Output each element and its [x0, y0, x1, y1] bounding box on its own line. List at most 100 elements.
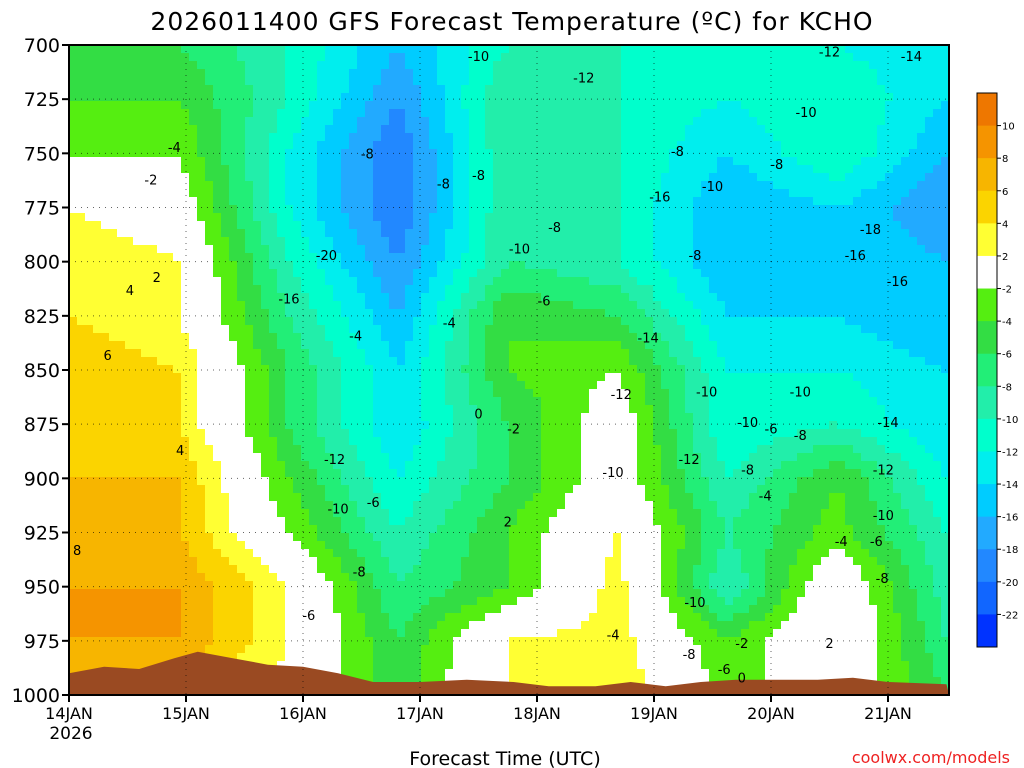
- temperature-cell: [421, 541, 430, 550]
- temperature-cell: [405, 181, 414, 190]
- temperature-cell: [205, 533, 214, 542]
- temperature-cell: [285, 317, 294, 326]
- temperature-cell: [189, 53, 198, 62]
- temperature-cell: [349, 109, 358, 118]
- temperature-cell: [477, 189, 486, 198]
- temperature-cell: [333, 573, 342, 582]
- temperature-cell: [109, 253, 118, 262]
- temperature-cell: [493, 173, 502, 182]
- temperature-cell: [165, 597, 174, 606]
- temperature-cell: [389, 461, 398, 470]
- temperature-cell: [293, 613, 302, 622]
- temperature-cell: [213, 293, 222, 302]
- temperature-cell: [117, 589, 126, 598]
- temperature-cell: [317, 165, 326, 174]
- temperature-cell: [541, 85, 550, 94]
- temperature-cell: [221, 341, 230, 350]
- temperature-cell: [501, 77, 510, 86]
- temperature-cell: [293, 285, 302, 294]
- temperature-cell: [549, 85, 558, 94]
- temperature-cell: [317, 197, 326, 206]
- temperature-cell: [93, 165, 102, 174]
- temperature-cell: [461, 325, 470, 334]
- temperature-cell: [437, 213, 446, 222]
- temperature-cell: [405, 341, 414, 350]
- temperature-cell: [309, 541, 318, 550]
- temperature-cell: [333, 149, 342, 158]
- temperature-cell: [93, 637, 102, 646]
- temperature-cell: [149, 597, 158, 606]
- temperature-cell: [189, 197, 198, 206]
- temperature-cell: [101, 469, 110, 478]
- temperature-cell: [549, 485, 558, 494]
- temperature-cell: [229, 333, 238, 342]
- temperature-cell: [333, 493, 342, 502]
- temperature-cell: [533, 45, 542, 54]
- temperature-cell: [85, 477, 94, 486]
- temperature-cell: [397, 629, 406, 638]
- temperature-cell: [525, 373, 534, 382]
- temperature-cell: [85, 229, 94, 238]
- temperature-cell: [101, 317, 110, 326]
- temperature-cell: [365, 205, 374, 214]
- temperature-cell: [453, 621, 462, 630]
- temperature-cell: [229, 645, 238, 654]
- temperature-cell: [389, 101, 398, 110]
- temperature-cell: [357, 285, 366, 294]
- temperature-cell: [493, 533, 502, 542]
- temperature-cell: [69, 197, 78, 206]
- temperature-cell: [109, 397, 118, 406]
- temperature-cell: [341, 221, 350, 230]
- temperature-cell: [93, 269, 102, 278]
- temperature-cell: [421, 197, 430, 206]
- temperature-cell: [149, 437, 158, 446]
- temperature-cell: [461, 373, 470, 382]
- temperature-cell: [541, 45, 550, 54]
- temperature-cell: [541, 413, 550, 422]
- temperature-cell: [381, 197, 390, 206]
- temperature-cell: [301, 309, 310, 318]
- temperature-cell: [485, 93, 494, 102]
- temperature-cell: [157, 509, 166, 518]
- temperature-cell: [493, 365, 502, 374]
- temperature-cell: [357, 653, 366, 662]
- temperature-cell: [149, 565, 158, 574]
- temperature-cell: [541, 77, 550, 86]
- temperature-cell: [533, 661, 542, 670]
- temperature-cell: [429, 421, 438, 430]
- temperature-cell: [397, 597, 406, 606]
- temperature-cell: [325, 325, 334, 334]
- temperature-cell: [93, 149, 102, 158]
- temperature-cell: [253, 181, 262, 190]
- temperature-cell: [261, 301, 270, 310]
- temperature-cell: [277, 109, 286, 118]
- temperature-cell: [141, 637, 150, 646]
- temperature-cell: [309, 373, 318, 382]
- temperature-cell: [405, 605, 414, 614]
- temperature-cell: [341, 245, 350, 254]
- temperature-cell: [325, 221, 334, 230]
- temperature-cell: [397, 365, 406, 374]
- temperature-cell: [501, 117, 510, 126]
- temperature-cell: [405, 669, 414, 678]
- temperature-cell: [549, 469, 558, 478]
- temperature-cell: [397, 637, 406, 646]
- temperature-cell: [141, 189, 150, 198]
- temperature-cell: [389, 181, 398, 190]
- temperature-cell: [381, 501, 390, 510]
- temperature-cell: [189, 477, 198, 486]
- temperature-cell: [477, 621, 486, 630]
- temperature-cell: [69, 253, 78, 262]
- temperature-cell: [333, 77, 342, 86]
- temperature-cell: [117, 389, 126, 398]
- temperature-cell: [389, 221, 398, 230]
- temperature-cell: [525, 77, 534, 86]
- temperature-cell: [237, 317, 246, 326]
- temperature-cell: [445, 517, 454, 526]
- temperature-cell: [125, 173, 134, 182]
- temperature-cell: [69, 533, 78, 542]
- temperature-cell: [365, 365, 374, 374]
- temperature-cell: [477, 61, 486, 70]
- temperature-cell: [469, 621, 478, 630]
- temperature-cell: [485, 325, 494, 334]
